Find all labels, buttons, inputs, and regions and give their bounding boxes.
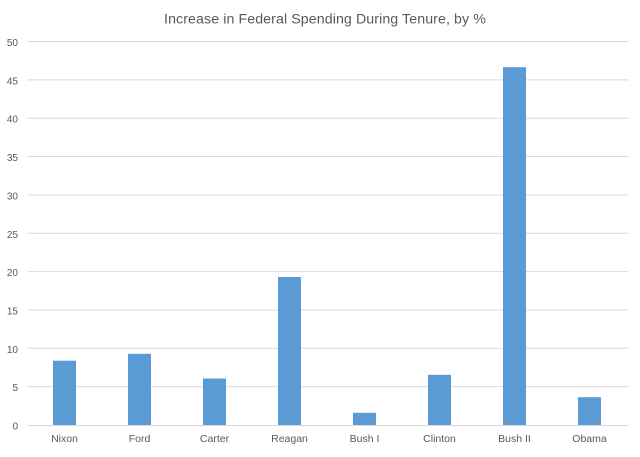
svg-text:15: 15 xyxy=(7,306,19,317)
svg-text:35: 35 xyxy=(7,153,19,164)
svg-text:40: 40 xyxy=(7,115,19,126)
svg-text:10: 10 xyxy=(7,345,19,356)
svg-text:45: 45 xyxy=(7,76,19,87)
svg-text:Reagan: Reagan xyxy=(271,433,308,445)
svg-text:Ford: Ford xyxy=(129,433,151,445)
svg-text:Nixon: Nixon xyxy=(51,433,78,445)
svg-text:Clinton: Clinton xyxy=(423,433,456,445)
svg-text:Increase in Federal Spending D: Increase in Federal Spending During Tenu… xyxy=(164,12,486,28)
svg-text:30: 30 xyxy=(7,191,19,202)
svg-text:20: 20 xyxy=(7,268,19,279)
svg-text:50: 50 xyxy=(7,38,19,49)
svg-text:25: 25 xyxy=(7,230,19,241)
svg-text:5: 5 xyxy=(12,383,18,394)
svg-text:Obama: Obama xyxy=(572,433,607,445)
svg-text:Carter: Carter xyxy=(200,433,230,445)
svg-text:Bush II: Bush II xyxy=(498,433,531,445)
svg-text:0: 0 xyxy=(12,422,18,433)
svg-text:Bush I: Bush I xyxy=(350,433,380,445)
